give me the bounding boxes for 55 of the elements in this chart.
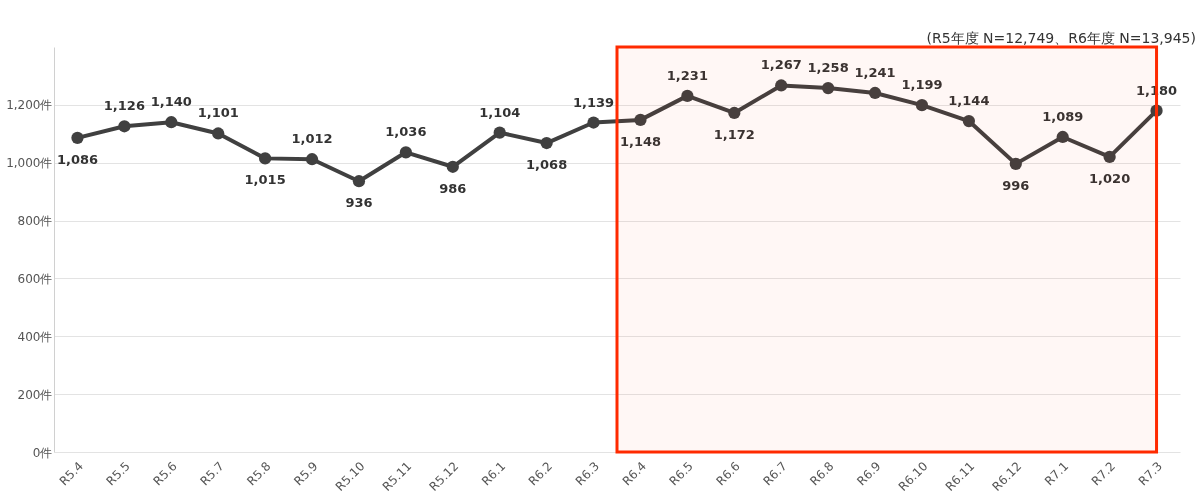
data-label: 1,015 — [244, 172, 286, 188]
data-label: 1,231 — [666, 67, 708, 83]
point — [259, 152, 272, 165]
point — [1103, 150, 1116, 164]
point — [540, 136, 553, 150]
data-label: 1,104 — [479, 104, 521, 120]
data-label: 986 — [439, 180, 467, 196]
y-tick-label: 800件 — [17, 214, 53, 229]
data-label: 1,241 — [854, 65, 896, 80]
data-label: 1,068 — [526, 157, 568, 173]
data-label: 1,199 — [901, 77, 943, 93]
data-label: 1,139 — [572, 94, 615, 110]
point — [71, 131, 84, 144]
point — [118, 120, 131, 133]
data-label: 1,086 — [56, 151, 99, 167]
y-tick-label: 1,000件 — [6, 156, 53, 171]
data-label: 1,172 — [713, 126, 755, 142]
point — [728, 106, 741, 120]
point — [1056, 130, 1069, 144]
data-label: 1,148 — [619, 133, 662, 149]
point — [305, 153, 319, 166]
data-label: 1,089 — [1042, 108, 1084, 124]
point — [399, 146, 412, 159]
point — [493, 126, 506, 139]
point — [962, 114, 975, 128]
point — [775, 79, 788, 92]
point — [681, 89, 694, 102]
y-tick-label: 1,200件 — [6, 98, 53, 113]
data-label: 936 — [345, 195, 373, 211]
point — [915, 99, 929, 112]
point — [822, 81, 835, 95]
text: (R5年度 N=12,749、R6年度 N=13,945) — [926, 30, 1196, 48]
point — [868, 86, 882, 100]
data-label: 1,101 — [197, 105, 239, 121]
data-label: 1,012 — [291, 131, 333, 147]
data-label: 1,140 — [150, 94, 192, 110]
point — [446, 160, 459, 173]
point — [352, 175, 366, 188]
point — [634, 113, 647, 127]
data-label: 1,036 — [385, 124, 427, 140]
data-label: 1,126 — [103, 98, 145, 114]
y-tick-label: 200件 — [17, 387, 53, 402]
data-label: 1,144 — [948, 93, 990, 109]
point — [212, 127, 225, 140]
point — [1009, 157, 1022, 170]
y-tick-label: 600件 — [17, 271, 53, 286]
point — [1150, 104, 1163, 117]
y-tick-label: 0件 — [32, 445, 53, 460]
data-label: 1,267 — [760, 57, 802, 73]
data-label: 996 — [1002, 177, 1030, 193]
data-label: 1,020 — [1089, 170, 1131, 186]
y-tick-label: 400件 — [17, 329, 53, 344]
point — [587, 116, 600, 129]
data-label: 1,258 — [807, 60, 849, 76]
point — [165, 116, 178, 129]
